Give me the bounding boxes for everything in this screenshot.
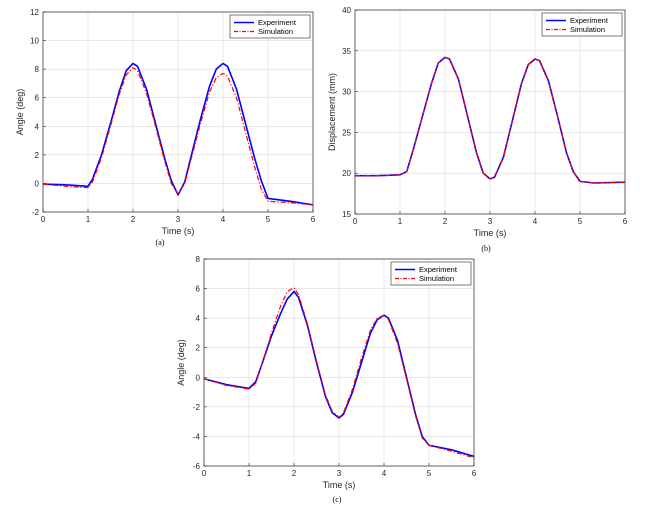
y-tick-label: 10 — [30, 37, 39, 46]
x-tick-label: 5 — [427, 469, 432, 478]
legend-label: Experiment — [570, 16, 609, 25]
y-tick-label: 35 — [342, 47, 351, 56]
x-tick-label: 2 — [131, 215, 136, 224]
panel-b: 0 1 2 3 4 5 6 15 20 25 30 35 40 Time (s) Displacement … — [327, 6, 628, 253]
legend-label: Simulation — [419, 274, 454, 283]
x-tick-label: 2 — [443, 217, 448, 226]
x-tick-label: 3 — [337, 469, 342, 478]
axes-box — [42, 11, 314, 213]
y-axis-label: Displacement (mm) — [327, 73, 337, 151]
legend-label: Experiment — [419, 265, 458, 274]
panel-c: 0 1 2 3 4 5 6 -6 -4 -2 0 2 4 6 8 Time (s) Angle (deg) Exp… — [176, 255, 477, 504]
series-line-simulation — [42, 67, 314, 206]
x-tick-label: 6 — [623, 217, 628, 226]
y-tick-label: 8 — [35, 65, 40, 74]
y-tick-label: 25 — [342, 128, 351, 137]
y-tick-label: 0 — [196, 373, 201, 382]
legend-label: Simulation — [258, 27, 293, 36]
y-tick-label: 4 — [35, 122, 40, 131]
x-tick-label: 4 — [221, 215, 226, 224]
panel-caption: (b) — [481, 244, 491, 253]
y-axis-label: Angle (deg) — [15, 89, 25, 136]
y-tick-label: -4 — [193, 432, 201, 441]
series-line-simulation — [355, 56, 626, 184]
x-tick-label: 1 — [86, 215, 91, 224]
y-tick-label: 40 — [342, 6, 351, 15]
y-tick-label: 30 — [342, 88, 351, 97]
series-line-experiment — [42, 62, 314, 206]
x-tick-label: 5 — [578, 217, 583, 226]
x-axis-label: Time (s) — [474, 228, 507, 238]
x-tick-label: 3 — [488, 217, 493, 226]
panel-caption: (c) — [333, 495, 342, 504]
x-axis-label: Time (s) — [162, 226, 195, 236]
y-tick-label: 2 — [196, 344, 201, 353]
y-axis-label: Angle (deg) — [176, 339, 186, 386]
y-tick-label: 6 — [35, 94, 40, 103]
y-tick-label: 15 — [342, 210, 351, 219]
panel-caption: (a) — [156, 238, 165, 247]
y-tick-label: 0 — [35, 179, 40, 188]
y-tick-label: 2 — [35, 151, 40, 160]
x-tick-label: 1 — [398, 217, 403, 226]
x-tick-label: 5 — [266, 215, 271, 224]
x-tick-label: 0 — [41, 215, 46, 224]
y-tick-label: -2 — [193, 403, 201, 412]
x-tick-label: 4 — [382, 469, 387, 478]
y-tick-label: 8 — [196, 255, 201, 264]
series-line-simulation — [203, 287, 475, 459]
x-tick-label: 2 — [292, 469, 297, 478]
y-tick-label: -2 — [32, 208, 40, 217]
y-tick-label: 6 — [196, 285, 201, 294]
x-tick-label: 0 — [353, 217, 358, 226]
y-tick-label: 12 — [30, 8, 39, 17]
x-axis-label: Time (s) — [323, 480, 356, 490]
x-tick-label: 3 — [176, 215, 181, 224]
x-tick-label: 4 — [533, 217, 538, 226]
y-tick-label: 20 — [342, 169, 351, 178]
legend-box — [229, 14, 311, 39]
legend-label: Simulation — [570, 25, 605, 34]
legend-box — [541, 12, 623, 37]
y-tick-label: 4 — [196, 314, 201, 323]
y-tick-label: -6 — [193, 462, 201, 471]
x-tick-label: 1 — [247, 469, 252, 478]
axes-box — [203, 258, 475, 467]
legend-box — [390, 261, 472, 286]
x-tick-label: 0 — [202, 469, 207, 478]
x-tick-label: 6 — [311, 215, 316, 224]
x-tick-label: 6 — [472, 469, 477, 478]
axes-box — [354, 9, 626, 215]
legend-label: Experiment — [258, 18, 297, 27]
